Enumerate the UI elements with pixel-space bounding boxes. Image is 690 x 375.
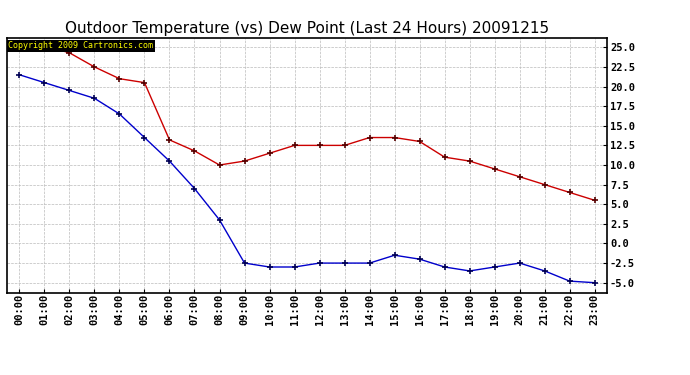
Text: Copyright 2009 Cartronics.com: Copyright 2009 Cartronics.com	[8, 41, 153, 50]
Title: Outdoor Temperature (vs) Dew Point (Last 24 Hours) 20091215: Outdoor Temperature (vs) Dew Point (Last…	[65, 21, 549, 36]
